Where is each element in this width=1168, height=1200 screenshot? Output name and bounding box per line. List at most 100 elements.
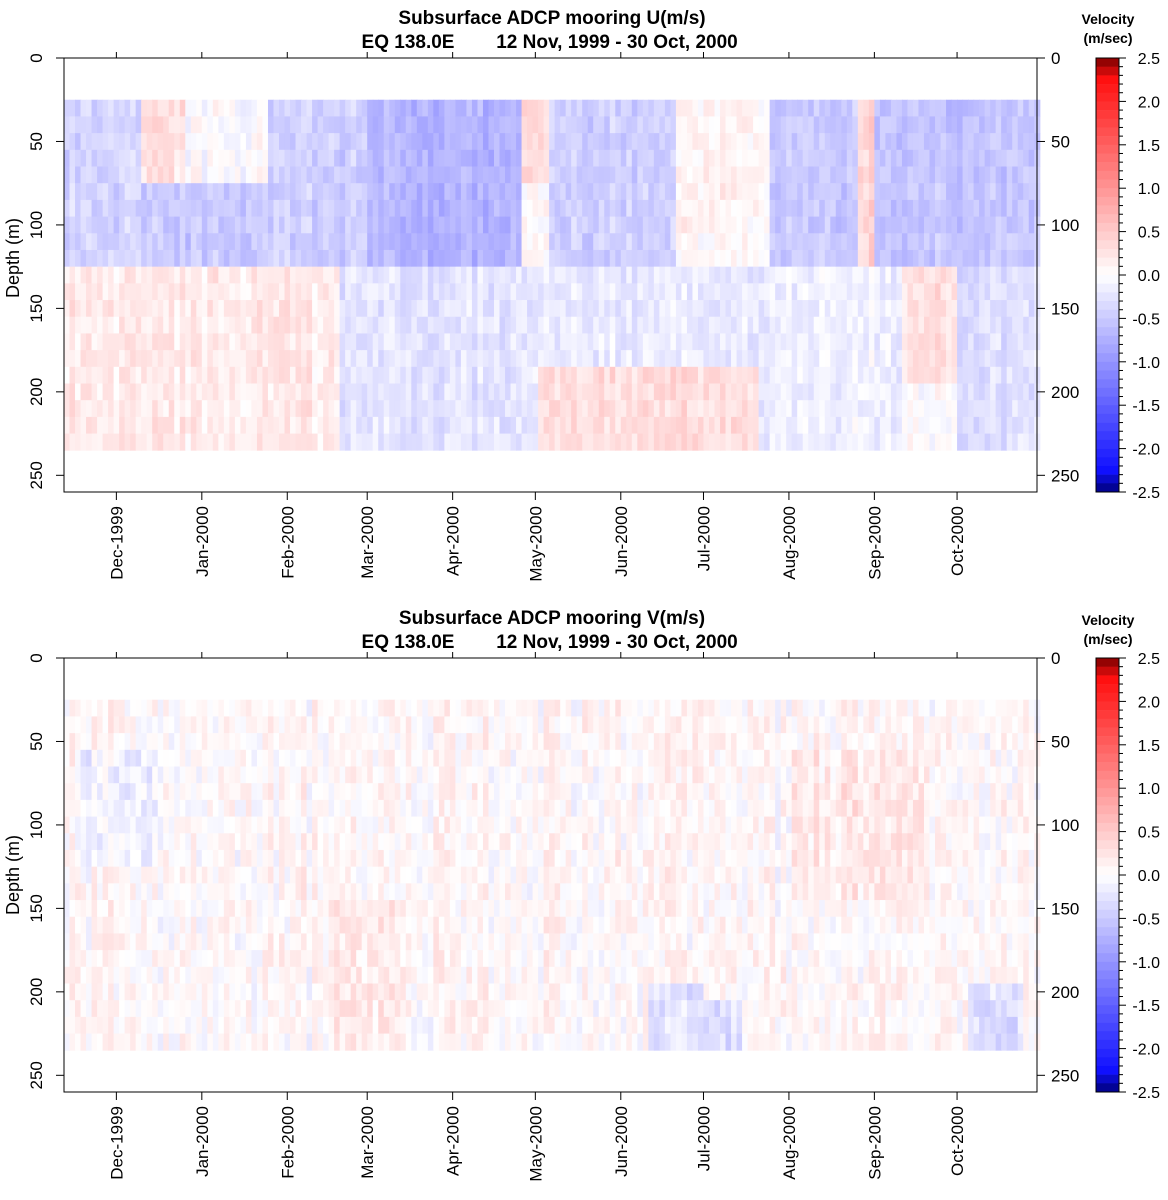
heatmap-cell [207,833,214,851]
heatmap-cell [631,116,638,134]
heatmap-cell [267,383,275,401]
heatmap-cell [223,900,230,918]
heatmap-cell [256,249,264,268]
heatmap-cell [290,816,297,834]
heatmap-cell [91,916,98,934]
heatmap-cell [196,950,203,968]
heatmap-cell [174,300,181,318]
heatmap-cell [130,799,137,817]
heatmap-cell [918,116,925,134]
heatmap-cell [499,183,506,201]
heatmap-cell [383,99,390,117]
heatmap-cell [653,233,660,251]
heatmap-cell [819,149,826,167]
heatmap-cell [201,366,208,384]
heatmap-cell [108,983,115,1001]
heatmap-cell [301,933,308,951]
heatmap-cell [846,99,853,117]
heatmap-cell [207,966,214,984]
heatmap-cell [1006,300,1013,318]
heatmap-cell [240,233,247,251]
heatmap-cell [615,433,622,451]
heatmap-cell [747,433,754,451]
heatmap-cell [973,300,980,318]
v-chart-location: EQ 138.0E [362,632,455,653]
heatmap-cell [620,350,627,368]
heatmap-cell [301,166,308,184]
heatmap-cell [245,916,253,934]
heatmap-cell [157,283,164,301]
heatmap-cell [135,766,142,784]
heatmap-cell [747,133,754,151]
heatmap-cell [229,1033,236,1051]
heatmap-cell [631,249,638,268]
heatmap-cell [152,249,159,268]
heatmap-cell [830,216,837,234]
heatmap-cell [742,416,749,434]
heatmap-cell [631,366,638,384]
heatmap-cell [775,416,782,434]
heatmap-cell [593,249,600,268]
heatmap-cell [979,316,986,334]
heatmap-cell [736,233,743,251]
heatmap-cell [350,366,357,384]
heatmap-cell [389,216,396,234]
heatmap-cell [609,300,616,318]
heatmap-cell [240,383,247,401]
heatmap-cell [284,733,291,751]
heatmap-cell [97,249,104,268]
heatmap-cell [968,133,975,151]
heatmap-cell [301,149,308,167]
heatmap-cell [102,950,109,968]
heatmap-cell [907,166,914,184]
heatmap-cell [725,133,732,151]
heatmap-cell [367,366,374,384]
heatmap-cell [565,416,572,434]
heatmap-cell [91,783,98,801]
heatmap-cell [449,149,456,167]
heatmap-cell [890,133,898,151]
heatmap-cell [857,300,864,318]
heatmap-cell [554,433,561,451]
heatmap-cell [97,766,104,784]
heatmap-cell [703,249,710,268]
heatmap-cell [951,249,958,268]
heatmap-cell [471,99,479,117]
heatmap-cell [984,333,991,351]
heatmap-cell [455,199,462,217]
heatmap-cell [119,716,126,734]
heatmap-cell [493,300,501,318]
heatmap-cell [438,233,445,251]
heatmap-cell [731,249,738,268]
heatmap-cell [477,166,484,184]
heatmap-cell [775,116,782,134]
heatmap-cell [256,300,264,318]
heatmap-cell [857,400,864,418]
y-tick-label-right: 0 [1051,49,1060,68]
heatmap-cell [394,99,401,117]
heatmap-cell [510,416,517,434]
heatmap-cell [262,366,269,384]
heatmap-cell [775,283,782,301]
heatmap-cell [273,783,280,801]
heatmap-cell [984,366,991,384]
heatmap-cell [86,1033,93,1051]
heatmap-cell [708,283,716,301]
heatmap-cell [323,216,330,234]
heatmap-cell [973,383,980,401]
heatmap-cell [466,199,473,217]
heatmap-cell [229,1000,236,1018]
heatmap-cell [521,116,528,134]
colorbar-segment [1096,396,1119,406]
heatmap-cell [378,333,385,351]
heatmap-cell [681,166,688,184]
heatmap-cell [223,799,230,817]
heatmap-cell [995,233,1002,251]
heatmap-cell [240,183,247,201]
heatmap-cell [802,366,809,384]
heatmap-cell [152,183,159,201]
heatmap-cell [234,416,242,434]
heatmap-cell [879,149,886,167]
heatmap-cell [334,783,341,801]
heatmap-cell [852,366,859,384]
